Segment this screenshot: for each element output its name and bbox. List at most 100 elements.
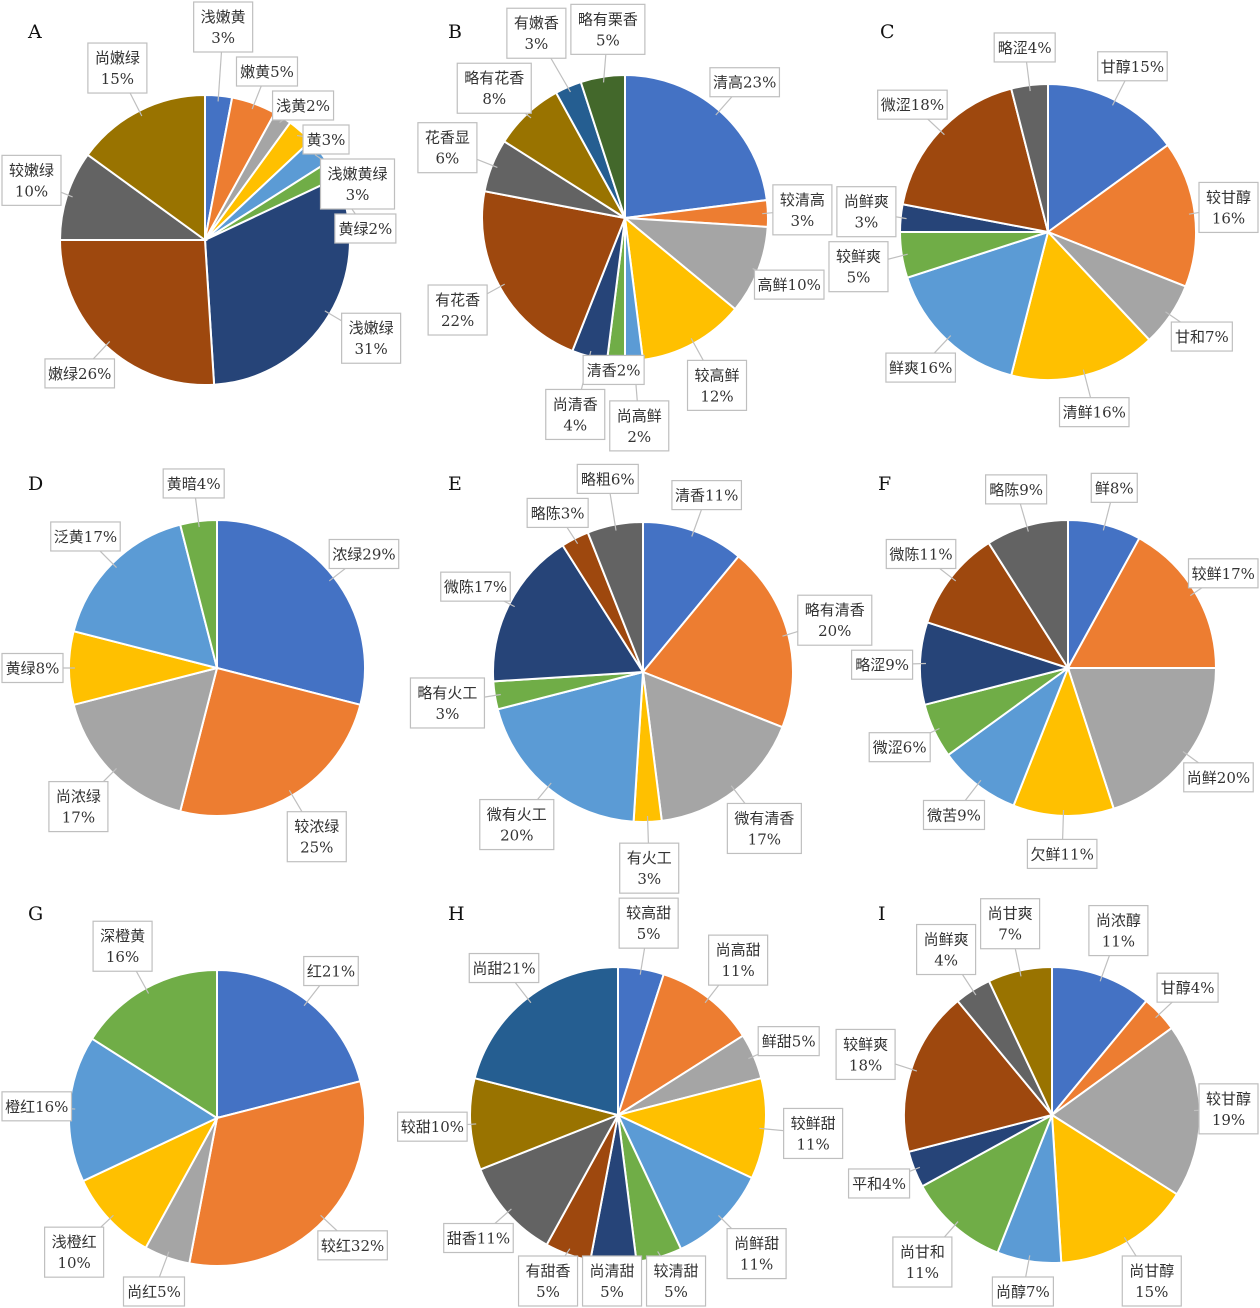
data-label: 略有清香 20% bbox=[797, 594, 873, 646]
data-label: 尚高甜 11% bbox=[708, 934, 769, 986]
data-label: 清香2% bbox=[582, 354, 645, 386]
data-label: 略有花香 8% bbox=[456, 62, 532, 114]
data-label-text: 6% bbox=[436, 150, 460, 168]
data-label-text: 3% bbox=[436, 705, 460, 723]
pie-A: A 浅嫩黄 3% 嫩黄5% 浅黄2% 黄3% 浅嫩黄绿 3% 黄绿2% 浅嫩绿 31% 嫩绿26% 较嫩… bbox=[1, 1, 402, 389]
data-label: 微陈11% bbox=[885, 538, 957, 570]
pie-I: I 尚浓醇 11% 甘醇4% 较甘醇 19% 尚甘醇 15% 尚醇7% 尚甘和 11% 平和4% 较鲜爽… bbox=[835, 898, 1259, 1307]
data-label-text: 3% bbox=[854, 214, 878, 232]
data-label: 尚鲜爽 3% bbox=[836, 186, 897, 238]
data-label-text: 尚嫩绿 bbox=[95, 49, 140, 67]
data-label: 鲜爽16% bbox=[885, 352, 957, 383]
data-label-text: 较高甜 bbox=[626, 904, 671, 922]
data-label: 较鲜17% bbox=[1187, 558, 1259, 589]
data-label-text: 微涩6% bbox=[873, 739, 927, 757]
data-label-text: 较鲜17% bbox=[1192, 565, 1255, 583]
data-label-text: 有嫩香 bbox=[514, 14, 559, 32]
data-label-text: 2% bbox=[627, 428, 651, 446]
data-label-text: 甜香11% bbox=[447, 1230, 510, 1248]
data-label: 较清高 3% bbox=[772, 184, 833, 236]
data-label-text: 清高23% bbox=[713, 74, 776, 92]
panel-letter: H bbox=[448, 903, 465, 925]
data-label-text: 16% bbox=[106, 948, 139, 966]
data-label-text: 11% bbox=[906, 1264, 939, 1282]
data-label: 较嫩绿 10% bbox=[1, 154, 62, 206]
data-label-text: 15% bbox=[1135, 1283, 1168, 1301]
data-label-text: 5% bbox=[847, 269, 871, 287]
data-label-text: 3% bbox=[346, 186, 370, 204]
data-label-text: 11% bbox=[721, 962, 754, 980]
data-label: 嫩黄5% bbox=[235, 56, 299, 87]
pie-B: B 清高23% 较清高 3% 高鲜10% 较高鲜 12% 尚高鲜 2% 清香2% 尚清香 4% 有花香 2… bbox=[417, 3, 833, 452]
data-label: 尚鲜爽 4% bbox=[916, 923, 977, 976]
data-label-text: 欠鲜11% bbox=[1030, 845, 1093, 863]
data-label: 较浓绿 25% bbox=[286, 811, 347, 863]
data-label-text: 较嫩绿 bbox=[9, 161, 54, 179]
data-label-text: 尚浓醇 bbox=[1096, 912, 1141, 930]
pie-D: D 浓绿29% 较浓绿 25% 尚浓绿 17% 黄绿8% 泛黄17% 黄暗4% bbox=[1, 468, 400, 863]
data-label-text: 4% bbox=[934, 952, 958, 970]
data-label: 较清甜 5% bbox=[645, 1255, 707, 1307]
data-label: 略陈3% bbox=[526, 497, 589, 529]
data-label: 泛黄17% bbox=[50, 521, 121, 552]
data-label-text: 高鲜10% bbox=[758, 276, 821, 294]
data-label: 较甘醇 19% bbox=[1198, 1083, 1259, 1135]
data-label: 清鲜16% bbox=[1058, 397, 1130, 428]
pie-E: E 清香11% 略有清香 20% 微有清香 17% 有火工 3% 微有火工 20% 略有火工 3% 微陈… bbox=[409, 463, 873, 894]
data-label-text: 4% bbox=[563, 416, 587, 434]
data-label-text: 有火工 bbox=[627, 849, 672, 867]
data-label-text: 较鲜爽 bbox=[843, 1035, 888, 1053]
data-label: 甘醇15% bbox=[1097, 51, 1168, 82]
data-label-text: 有花香 bbox=[435, 291, 480, 309]
data-label-text: 10% bbox=[57, 1254, 90, 1272]
data-label: 较鲜甜 11% bbox=[783, 1107, 844, 1160]
data-label: 尚醇7% bbox=[991, 1276, 1055, 1307]
data-label: 红21% bbox=[303, 955, 359, 987]
data-label-text: 黄绿8% bbox=[6, 660, 60, 678]
pie-F: F 鲜8% 较鲜17% 尚鲜20% 欠鲜11% 微苦9% 微涩6% 略涩9% 微陈11% 略陈9% bbox=[850, 472, 1259, 870]
data-label-text: 11% bbox=[740, 1256, 773, 1274]
data-label: 甘醇4% bbox=[1156, 972, 1219, 1003]
panel-letter: C bbox=[880, 21, 895, 43]
data-label: 嫩绿26% bbox=[44, 358, 116, 389]
data-label-text: 微有火工 bbox=[487, 806, 547, 824]
data-label: 高鲜10% bbox=[753, 269, 825, 300]
data-label: 欠鲜11% bbox=[1026, 838, 1098, 870]
data-label-text: 略陈9% bbox=[989, 481, 1043, 499]
data-label-text: 嫩黄5% bbox=[240, 63, 294, 81]
data-label: 黄绿8% bbox=[1, 652, 64, 684]
data-label-text: 19% bbox=[1212, 1111, 1245, 1129]
data-label-text: 浓绿29% bbox=[332, 545, 395, 563]
data-label: 微陈17% bbox=[440, 571, 511, 602]
data-label-text: 17% bbox=[62, 809, 95, 827]
data-label-text: 黄绿2% bbox=[338, 220, 392, 238]
data-label-text: 略涩9% bbox=[855, 656, 909, 674]
data-label-text: 浅嫩黄绿 bbox=[327, 165, 387, 183]
panel-letter: B bbox=[448, 21, 462, 43]
data-label: 浅嫩黄 3% bbox=[193, 1, 254, 53]
data-label: 尚浓绿 17% bbox=[48, 780, 109, 833]
data-label-text: 略陈3% bbox=[531, 504, 585, 522]
data-label-text: 略有栗香 bbox=[578, 10, 638, 28]
data-label: 略粗6% bbox=[576, 463, 639, 495]
data-label: 较高鲜 12% bbox=[686, 359, 748, 411]
data-label-text: 25% bbox=[300, 839, 333, 857]
data-label: 略有栗香 5% bbox=[570, 3, 646, 55]
pie-C: C 甘醇15% 较甘醇 16% 甘和7% 清鲜16% 鲜爽16% 较鲜爽 5% 尚鲜爽 3% 微涩18… bbox=[828, 21, 1259, 428]
data-label-text: 略涩4% bbox=[998, 39, 1052, 57]
data-label-text: 8% bbox=[482, 90, 506, 108]
panel-letter: G bbox=[28, 903, 43, 925]
data-label: 微涩6% bbox=[868, 732, 931, 763]
data-label: 较鲜爽 18% bbox=[835, 1028, 896, 1081]
data-label-text: 尚高鲜 bbox=[617, 407, 662, 425]
data-label: 较鲜爽 5% bbox=[828, 241, 889, 293]
panel-letter: A bbox=[27, 21, 42, 43]
data-label-text: 17% bbox=[748, 830, 781, 848]
data-label-text: 5% bbox=[664, 1283, 688, 1301]
data-label: 浅嫩绿 31% bbox=[341, 312, 402, 364]
data-label-text: 较甘醇 bbox=[1206, 188, 1251, 206]
data-label-text: 20% bbox=[500, 827, 533, 845]
data-label-text: 略有火工 bbox=[417, 684, 477, 702]
data-label: 略涩4% bbox=[993, 32, 1056, 63]
data-label: 有火工 3% bbox=[619, 842, 680, 894]
